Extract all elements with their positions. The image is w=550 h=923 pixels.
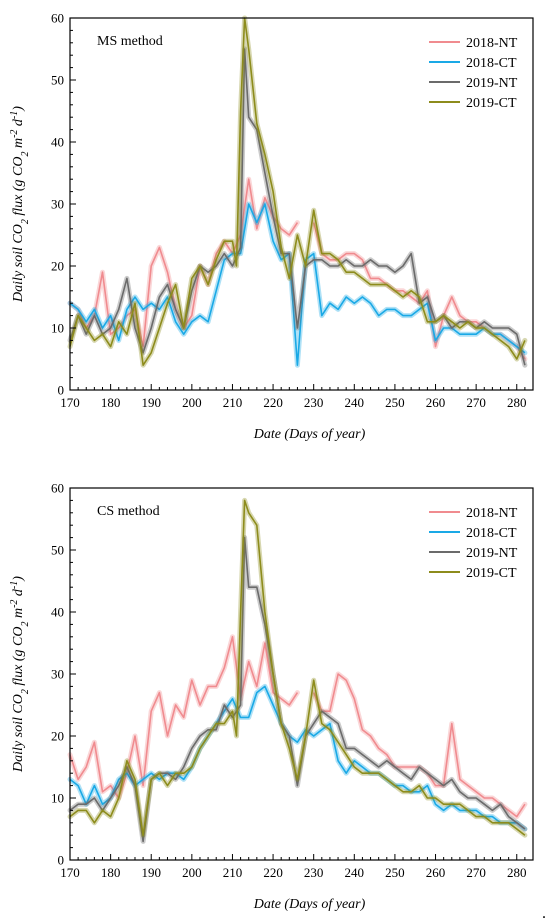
x-tick-label: 170 (60, 395, 80, 410)
legend-item-2018-CT: 2018-CT (429, 526, 517, 541)
x-tick-label: 170 (60, 865, 80, 880)
series-line-2019-CT-0 (69, 499, 526, 836)
x-tick-label: 220 (263, 865, 283, 880)
legend-item-2019-CT: 2019-CT (429, 566, 517, 581)
series-line-2019-CT-0 (69, 17, 526, 366)
method-label: MS method (97, 34, 163, 49)
x-tick-label: 280 (507, 395, 527, 410)
chart-ms-method: 170 180 190 200 210 220 230 240 250 260 270 280 0 10 2… (9, 11, 534, 442)
x-tick-label: 180 (101, 395, 121, 410)
legend-label: 2018-CT (466, 526, 517, 541)
y-tick-label: 30 (51, 197, 64, 212)
trailing-period: . (542, 905, 546, 922)
x-tick-label: 200 (182, 395, 202, 410)
x-tick-label: 240 (345, 865, 365, 880)
y-tick-label: 40 (51, 605, 64, 620)
y-tick-label: 10 (51, 791, 64, 806)
y-tick-label: 20 (51, 259, 64, 274)
legend-item-2018-CT: 2018-CT (429, 56, 517, 71)
legend-item-2019-CT: 2019-CT (429, 96, 517, 111)
y-tick-label: 60 (51, 11, 64, 26)
series-line-2018-NT-0 (69, 636, 299, 799)
x-tick-label: 260 (426, 865, 446, 880)
legend-label: 2018-NT (466, 36, 518, 51)
y-tick-label: 20 (51, 729, 64, 744)
y-tick-label: 50 (51, 73, 64, 88)
legend-item-2018-NT: 2018-NT (429, 506, 518, 521)
x-tick-label: 220 (263, 395, 283, 410)
x-axis-label: Date (Days of year) (253, 897, 366, 912)
series-line-2018-CT-0 (69, 685, 526, 830)
y-tick-label: 40 (51, 135, 64, 150)
legend-label: 2019-CT (466, 566, 517, 581)
legend-label: 2019-NT (466, 76, 518, 91)
x-tick-label: 190 (141, 395, 161, 410)
x-tick-label: 230 (304, 865, 324, 880)
legend-label: 2019-NT (466, 546, 518, 561)
x-tick-label: 180 (101, 865, 121, 880)
y-axis-label: Daily soil CO2 flux (g CO2 m-2 d-1) (9, 106, 31, 303)
legend-item-2018-NT: 2018-NT (429, 36, 518, 51)
x-tick-label: 280 (507, 865, 527, 880)
x-tick-label: 260 (426, 395, 446, 410)
series-line-2018-CT-0 (69, 203, 526, 366)
x-tick-label: 210 (223, 395, 243, 410)
x-tick-label: 190 (141, 865, 161, 880)
y-tick-label: 0 (58, 853, 65, 868)
y-tick-label: 0 (58, 383, 65, 398)
legend-label: 2018-CT (466, 56, 517, 71)
x-tick-label: 250 (385, 395, 405, 410)
y-tick-label: 10 (51, 321, 64, 336)
x-tick-label: 210 (223, 865, 243, 880)
x-tick-label: 230 (304, 395, 324, 410)
x-tick-label: 240 (345, 395, 365, 410)
chart-cs-method: 170 180 190 200 210 220 230 240 250 260 270 280 0 10 2… (9, 481, 534, 912)
x-tick-label: 270 (466, 865, 486, 880)
legend-item-2019-NT: 2019-NT (429, 76, 518, 91)
series-line-2019-NT-0 (69, 48, 526, 366)
x-axis-label: Date (Days of year) (253, 427, 366, 442)
legend-item-2019-NT: 2019-NT (429, 546, 518, 561)
y-axis-label: Daily soil CO2 flux (g CO2 m-2 d-1) (9, 576, 31, 773)
legend-label: 2019-CT (466, 96, 517, 111)
x-tick-label: 250 (385, 865, 405, 880)
x-tick-label: 200 (182, 865, 202, 880)
x-tick-label: 270 (466, 395, 486, 410)
legend-label: 2018-NT (466, 506, 518, 521)
y-tick-label: 30 (51, 667, 64, 682)
method-label: CS method (97, 504, 160, 519)
y-tick-label: 50 (51, 543, 64, 558)
y-tick-label: 60 (51, 481, 64, 496)
